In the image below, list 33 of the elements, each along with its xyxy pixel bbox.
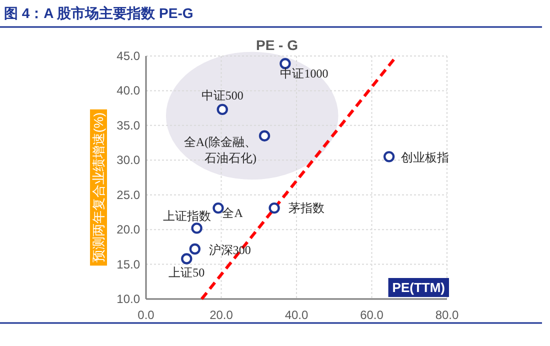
y-tick-label: 40.0: [116, 84, 140, 98]
annotation: 中证500: [201, 88, 244, 102]
annotation: 上证50: [168, 266, 205, 280]
annotation: 茅指数: [288, 201, 324, 216]
y-tick-label: 30.0: [116, 153, 140, 168]
annotation: 上证指数: [162, 209, 211, 224]
point: [268, 202, 280, 214]
point: [216, 104, 228, 116]
point: [181, 253, 192, 264]
point: [383, 151, 395, 162]
y-tick-label: 15.0: [116, 257, 140, 272]
point: [189, 243, 201, 255]
y-axis-title: 预测两年复合业绩增速(%): [91, 112, 106, 263]
y-tick-label: 35.0: [116, 118, 140, 132]
y-tick-label: 10.0: [116, 292, 140, 306]
x-tick-label: 40.0: [284, 308, 308, 322]
x-tick-label: 80.0: [435, 308, 459, 322]
annotation: 沪深300: [208, 243, 251, 258]
chart-title: 图 4：A 股市场主要指数 PE-G: [4, 5, 194, 21]
annotation: 全A: [222, 206, 244, 220]
annotation: 中证1000: [280, 66, 328, 81]
x-axis-title: PE(TTM): [392, 280, 445, 295]
chart-subtitle: PE - G: [256, 37, 298, 53]
x-tick-label: 20.0: [210, 308, 234, 322]
y-tick-label: 45.0: [116, 49, 140, 63]
point: [258, 130, 270, 142]
y-tick-label: 25.0: [116, 188, 140, 202]
point: [191, 222, 202, 234]
y-tick-label: 20.0: [116, 222, 140, 237]
annotation: 创业板指: [401, 150, 450, 165]
annotation: 全A(除金融、石油石化): [184, 134, 257, 165]
x-tick-label: 0.0: [138, 308, 155, 322]
x-tick-label: 60.0: [360, 308, 384, 322]
